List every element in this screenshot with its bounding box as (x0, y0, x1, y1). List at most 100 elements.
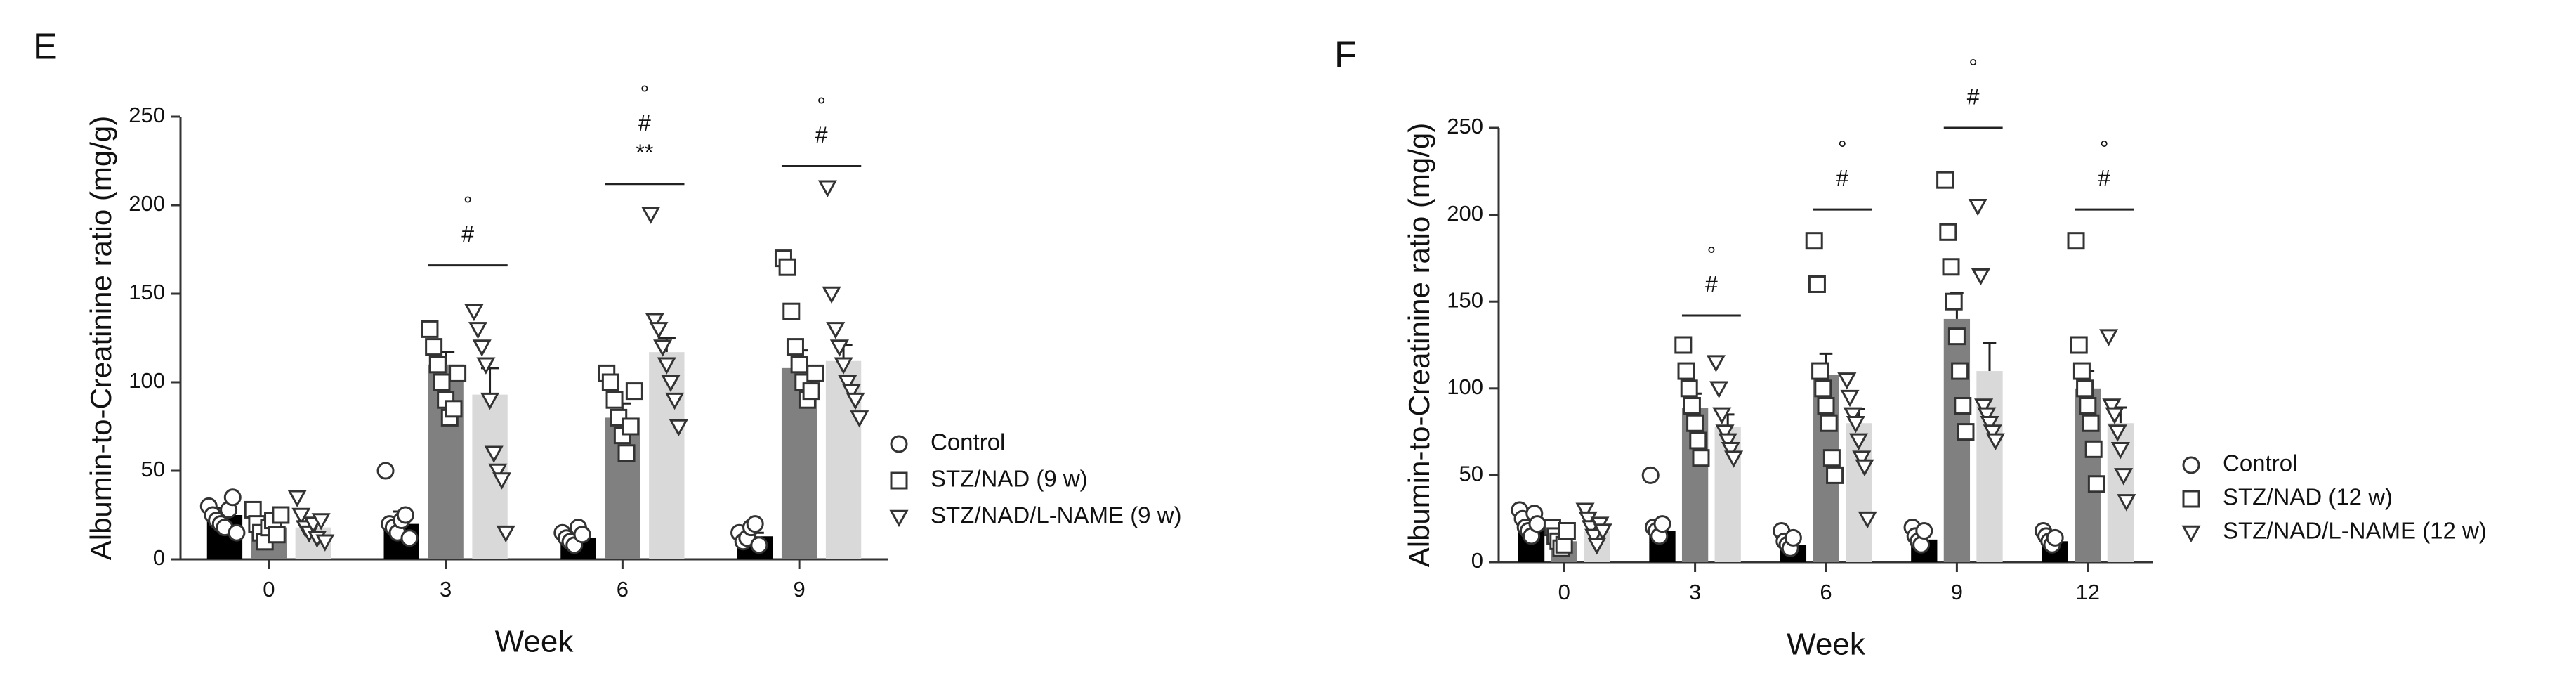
data-point (806, 364, 824, 382)
data-point (421, 320, 439, 338)
data-point (1977, 407, 1997, 424)
y-tick-label: 150 (1447, 287, 1483, 312)
data-point (782, 302, 801, 320)
data-point (1641, 466, 1660, 484)
x-tick-label: 6 (617, 577, 629, 601)
data-point (802, 382, 820, 401)
data-point (1983, 424, 2002, 442)
legend-label: STZ/NAD (9 w) (931, 466, 1088, 492)
significance-mark: ° (817, 93, 826, 118)
significance-mark: ° (1707, 242, 1716, 267)
data-point (445, 400, 463, 418)
data-point (476, 357, 496, 375)
data-point (786, 338, 804, 356)
data-point (1855, 459, 1874, 477)
data-point (817, 180, 837, 197)
data-point (1709, 381, 1729, 398)
data-point (449, 364, 467, 382)
y-tick-label: 100 (1447, 375, 1483, 399)
legend-marker (890, 471, 908, 490)
legend-marker (2181, 525, 2201, 543)
data-point (268, 526, 286, 544)
data-point (1721, 442, 1740, 460)
data-point (822, 286, 841, 304)
data-point (1653, 515, 1671, 533)
data-point (480, 392, 500, 410)
data-point (425, 338, 443, 356)
data-point (1985, 433, 2005, 451)
data-point (1689, 431, 1707, 450)
significance-mark: # (461, 221, 474, 247)
data-point (841, 384, 861, 401)
data-point (2102, 398, 2122, 416)
data-point (750, 536, 768, 554)
data-point (2046, 528, 2064, 547)
data-point (826, 322, 846, 339)
data-point (2108, 424, 2127, 442)
data-point (1846, 415, 1865, 434)
data-point (1558, 522, 1576, 540)
data-point (464, 304, 484, 322)
bar (649, 352, 685, 559)
legend-label: Control (931, 429, 1005, 455)
x-tick-label: 9 (794, 577, 806, 601)
data-point (488, 463, 508, 481)
data-point (1843, 407, 1862, 424)
data-point (838, 375, 857, 393)
data-point (2105, 407, 2124, 424)
data-point (291, 507, 311, 526)
data-point (2070, 336, 2088, 354)
data-point (1686, 414, 1704, 432)
data-point (2079, 397, 2097, 415)
data-point (834, 357, 853, 375)
x-tick-label: 3 (440, 577, 452, 601)
y-axis-label: Albumin-to-Creatinine ratio (mg/g) (84, 116, 117, 561)
data-point (778, 258, 796, 276)
data-point (1974, 398, 1994, 416)
data-point (645, 313, 664, 330)
y-tick-label: 200 (129, 191, 165, 216)
data-point (1677, 362, 1695, 380)
data-point (1706, 355, 1726, 372)
legend-marker (889, 509, 909, 528)
data-point (1837, 372, 1857, 390)
data-point (850, 410, 869, 428)
significance-mark: ** (636, 140, 653, 165)
data-point (1942, 258, 1960, 276)
data-point (2099, 329, 2119, 346)
data-point (311, 513, 331, 531)
data-point (649, 322, 669, 339)
panel-label: F (1334, 35, 1357, 76)
significance-mark: # (1836, 166, 1848, 191)
legend-marker (890, 435, 908, 453)
data-point (573, 526, 591, 544)
data-point (1584, 528, 1604, 547)
data-point (1826, 466, 1844, 484)
y-tick-label: 0 (1471, 548, 1483, 573)
data-point (605, 391, 624, 409)
data-point (617, 444, 636, 462)
data-point (1587, 537, 1607, 555)
x-tick-label: 9 (1951, 580, 1963, 604)
data-point (1808, 275, 1826, 293)
data-point (376, 462, 395, 480)
data-point (1674, 336, 1693, 354)
data-point (2117, 494, 2136, 512)
data-point (2072, 362, 2091, 380)
data-point (496, 525, 515, 543)
data-point (1915, 522, 1933, 540)
data-point (1939, 223, 1957, 241)
data-point (1814, 379, 1832, 398)
significance-mark: ° (1969, 54, 1978, 79)
data-point (2114, 468, 2134, 486)
y-tick-label: 0 (153, 545, 165, 570)
data-point (400, 529, 419, 547)
data-point (1805, 232, 1823, 250)
significance-mark: # (1705, 271, 1718, 297)
data-point (1840, 389, 1860, 408)
legend-marker (2182, 456, 2200, 474)
significance-mark: ° (1838, 136, 1847, 162)
significance-mark: # (638, 110, 651, 136)
data-point (2076, 379, 2094, 398)
x-tick-label: 0 (1558, 580, 1570, 604)
